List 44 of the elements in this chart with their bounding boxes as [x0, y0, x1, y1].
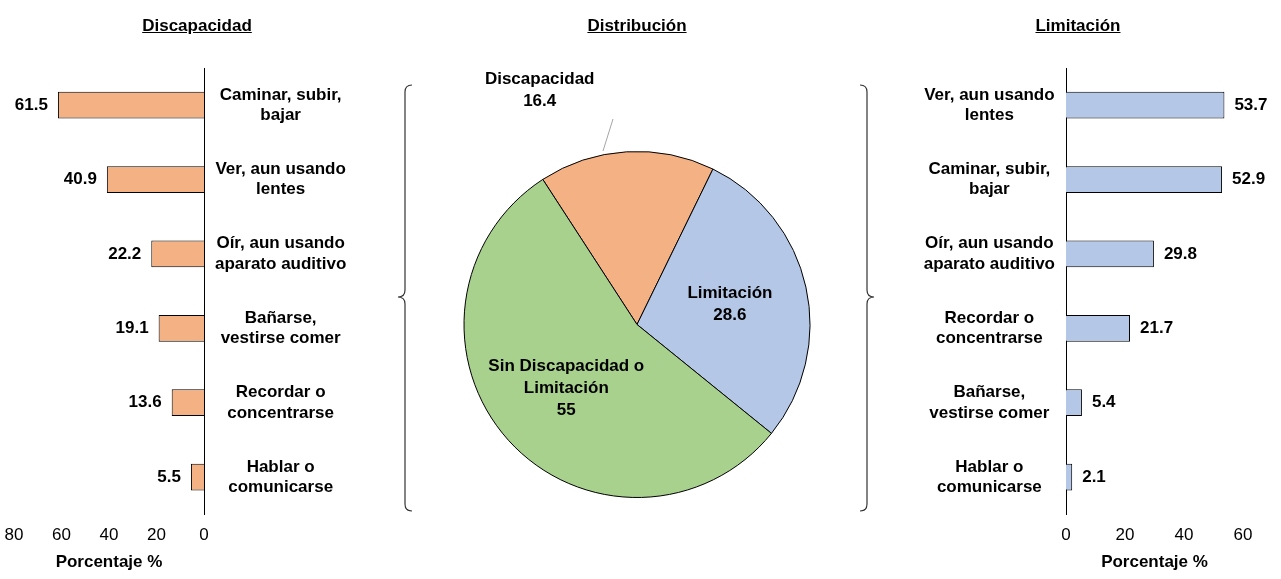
- data-label: 22.2: [108, 243, 142, 263]
- data-label: 19.1: [115, 317, 149, 337]
- x-tick-label: 40: [99, 525, 119, 545]
- y-tick-label: Caminar, subir, bajar: [928, 159, 1051, 199]
- x-tick-label: 20: [147, 525, 166, 545]
- slice-label: Limitación: [687, 282, 773, 302]
- data-label: 61.5: [14, 94, 48, 114]
- x-tick-label: 80: [4, 525, 24, 545]
- y-tick-label: Hablar o comunicarse: [936, 456, 1042, 496]
- y-tick-label: Bañarse, vestirse comer: [929, 382, 1050, 422]
- data-label: 16.4: [523, 90, 557, 110]
- x-tick-label: 20: [1115, 525, 1135, 545]
- y-tick-label: Bañarse, vestirse comer: [220, 307, 342, 348]
- y-tick-label: Caminar, subir, bajar: [219, 84, 342, 125]
- y-tick-label: Hablar o comunicarse: [228, 456, 334, 496]
- data-label: 5.5: [157, 466, 181, 486]
- y-tick-label: Oír, aun usando aparato auditivo: [214, 233, 347, 273]
- data-label: 29.8: [1163, 243, 1197, 263]
- x-tick-label: 40: [1174, 525, 1194, 545]
- slice-label: Sin Discapacidad o Limitación: [488, 355, 645, 397]
- x-tick-label: 0: [1061, 525, 1071, 545]
- x-tick-label: 60: [52, 525, 71, 545]
- data-label: 28.6: [713, 304, 747, 324]
- data-label: 55: [556, 399, 576, 419]
- chart-title: Discapacidad: [141, 16, 253, 36]
- data-label: 2.1: [1082, 466, 1106, 486]
- slice-label: Discapacidad: [484, 68, 595, 88]
- x-tick-label: 0: [199, 525, 209, 545]
- data-label: 40.9: [63, 169, 97, 189]
- data-label: 5.4: [1091, 392, 1117, 412]
- data-label: 21.7: [1140, 317, 1174, 337]
- x-axis-title: Porcentaje %: [1101, 552, 1208, 572]
- y-tick-label: Recordar o concentrarse: [935, 307, 1043, 348]
- y-tick-label: Ver, aun usando lentes: [215, 159, 346, 199]
- x-tick-label: 60: [1233, 525, 1253, 545]
- chart-title: Distribución: [586, 16, 688, 36]
- y-tick-label: Ver, aun usando lentes: [924, 84, 1055, 125]
- y-tick-label: Recordar o concentrarse: [227, 382, 335, 422]
- chart-title: Limitación: [1034, 16, 1122, 36]
- data-label: 52.9: [1232, 169, 1266, 189]
- data-label: 13.6: [128, 392, 162, 412]
- data-label: 53.7: [1234, 94, 1268, 114]
- y-tick-label: Oír, aun usando aparato auditivo: [923, 233, 1056, 273]
- x-axis-title: Porcentaje %: [55, 552, 163, 572]
